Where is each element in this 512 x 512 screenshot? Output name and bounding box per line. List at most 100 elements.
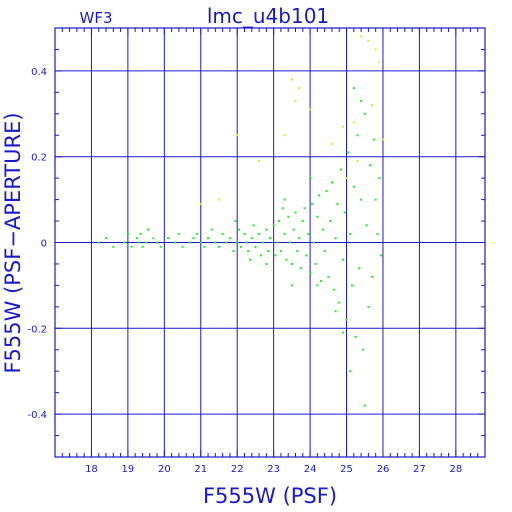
data-point — [305, 254, 308, 257]
x-tick-label: 18 — [85, 464, 98, 475]
data-point — [374, 198, 377, 201]
data-point — [330, 181, 333, 184]
data-point — [378, 177, 381, 180]
data-point — [199, 241, 202, 244]
data-point — [354, 335, 357, 338]
data-point — [188, 241, 191, 244]
x-tick-label: 21 — [194, 464, 207, 475]
data-point — [278, 220, 281, 223]
data-point — [363, 112, 366, 115]
data-point — [336, 202, 339, 205]
y-tick-label: -0.4 — [27, 410, 47, 421]
data-point — [367, 305, 370, 308]
data-point — [290, 262, 293, 265]
data-point — [309, 271, 312, 274]
data-point — [248, 258, 251, 261]
outlier-point — [217, 198, 220, 201]
data-point — [265, 262, 268, 265]
outlier-point — [258, 159, 261, 162]
data-point — [283, 232, 286, 235]
data-point — [358, 267, 361, 270]
data-point — [177, 232, 180, 235]
outlier-point — [236, 134, 239, 137]
data-point — [316, 284, 319, 287]
outlier-point — [356, 159, 359, 162]
data-point — [325, 190, 328, 193]
data-point — [343, 211, 346, 214]
data-point — [303, 207, 306, 210]
data-point — [321, 228, 324, 231]
data-point — [356, 134, 359, 137]
data-point — [232, 250, 235, 253]
data-point — [130, 245, 133, 248]
data-point — [299, 267, 302, 270]
data-point — [97, 241, 100, 244]
data-point — [347, 151, 350, 154]
x-tick-label: 23 — [267, 464, 280, 475]
y-tick-label: 0 — [41, 239, 47, 250]
x-tick-label: 19 — [122, 464, 135, 475]
x-axis-label: F555W (PSF) — [203, 484, 337, 508]
data-point — [341, 258, 344, 261]
data-point — [196, 232, 199, 235]
data-point — [203, 245, 206, 248]
data-point — [135, 237, 138, 240]
data-point — [221, 232, 224, 235]
data-point — [239, 245, 242, 248]
data-point — [309, 177, 312, 180]
data-point — [252, 224, 255, 227]
data-point — [376, 232, 379, 235]
data-point — [146, 228, 149, 231]
data-point — [247, 250, 250, 253]
x-tick-label: 25 — [340, 464, 353, 475]
points-layer — [97, 35, 384, 407]
ticks-layer — [54, 27, 486, 458]
data-point — [316, 215, 319, 218]
data-point — [261, 241, 264, 244]
data-point — [245, 241, 248, 244]
data-point — [141, 245, 144, 248]
data-point — [332, 288, 335, 291]
data-point — [338, 301, 341, 304]
data-point — [360, 198, 363, 201]
data-point — [267, 250, 270, 253]
data-point — [380, 254, 383, 257]
data-point — [369, 164, 372, 167]
x-tick-label: 27 — [413, 464, 426, 475]
data-point — [372, 138, 375, 141]
data-point — [192, 237, 195, 240]
outlier-point — [283, 134, 286, 137]
outlier-point — [199, 202, 202, 205]
outlier-point — [378, 61, 381, 64]
data-point — [145, 241, 148, 244]
outlier-point — [345, 177, 348, 180]
data-point — [276, 241, 279, 244]
data-point — [341, 331, 344, 334]
data-point — [292, 228, 295, 231]
data-point — [285, 258, 288, 261]
data-point — [365, 224, 368, 227]
data-point — [307, 232, 310, 235]
outlier-point — [330, 142, 333, 145]
data-point — [361, 348, 364, 351]
outlier-point — [290, 78, 293, 81]
data-point — [238, 228, 241, 231]
outlier-point — [381, 138, 384, 141]
tick-labels: 18 19 20 21 22 23 24 25 26 27 28 -0.4 -0.2 0 0.2 0.4 — [27, 67, 462, 475]
data-point — [126, 232, 129, 235]
data-point — [265, 228, 268, 231]
data-point — [312, 241, 315, 244]
data-point — [236, 241, 239, 244]
data-point — [318, 194, 321, 197]
y-tick-label: 0.4 — [31, 67, 47, 78]
data-point — [301, 220, 304, 223]
data-point — [310, 202, 313, 205]
data-point — [360, 99, 363, 102]
data-point — [214, 241, 217, 244]
data-point — [281, 207, 284, 210]
data-point — [243, 232, 246, 235]
outlier-point — [298, 87, 301, 90]
data-point — [207, 237, 210, 240]
outlier-point — [309, 108, 312, 111]
outlier-point — [294, 99, 297, 102]
